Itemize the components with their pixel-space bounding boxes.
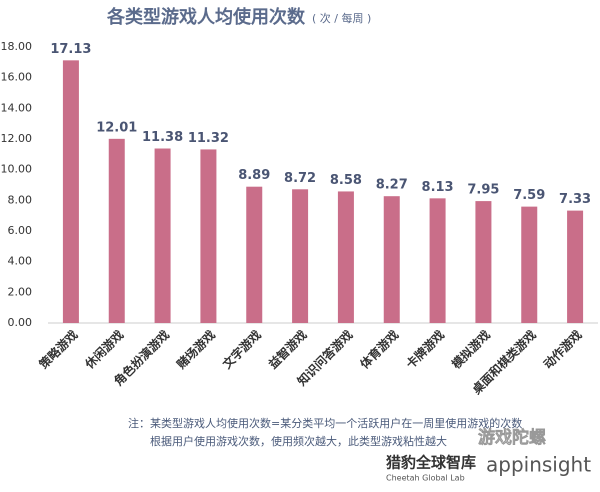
y-tick-label: 16.00: [1, 71, 33, 84]
bar: [292, 189, 309, 323]
y-tick-label: 10.00: [1, 163, 33, 176]
x-tick-label: 休闲游戏: [81, 327, 126, 372]
chart-title: 各类型游戏人均使用次数: [106, 6, 306, 28]
y-tick-label: 14.00: [1, 101, 33, 114]
y-tick-label: 4.00: [8, 255, 33, 268]
bar: [521, 206, 538, 323]
bar: [246, 186, 263, 323]
value-label: 8.27: [376, 178, 408, 193]
logo: 游戏陀螺: [478, 427, 546, 448]
value-label: 8.58: [330, 173, 362, 188]
bar: [200, 149, 217, 323]
value-label: 8.89: [238, 168, 270, 183]
bar: [567, 210, 584, 323]
y-tick-label: 6.00: [8, 224, 33, 237]
value-label: 7.33: [559, 192, 591, 207]
bar: [154, 148, 171, 323]
x-tick-label: 益智游戏: [265, 327, 310, 372]
value-label: 8.72: [284, 171, 316, 186]
bar: [337, 191, 354, 323]
bar: [62, 60, 79, 324]
y-tick-label: 8.00: [8, 193, 33, 206]
bar: [383, 196, 400, 323]
note: 根据用户使用游戏次数，使用频次越大，此类型游戏粘性越大: [150, 434, 447, 448]
value-label: 11.32: [188, 131, 229, 146]
value-label: 12.01: [96, 120, 137, 135]
logo: Cheetah Global Lab: [386, 474, 465, 483]
y-tick-label: 2.00: [8, 285, 33, 298]
bar: [475, 201, 492, 323]
y-tick-label: 12.00: [1, 132, 33, 145]
bar: [429, 198, 446, 323]
x-tick-label: 动作游戏: [540, 327, 585, 372]
value-label: 11.38: [142, 130, 183, 145]
value-label: 7.59: [513, 188, 545, 203]
y-tick-label: 18.00: [1, 40, 33, 53]
x-tick-label: 赌场游戏: [173, 327, 218, 372]
y-tick-label: 0.00: [8, 316, 33, 329]
x-tick-label: 策略游戏: [36, 327, 81, 372]
x-tick-label: 卡牌游戏: [403, 327, 448, 372]
x-tick-label: 文字游戏: [219, 327, 264, 372]
value-label: 7.95: [467, 183, 499, 198]
value-label: 8.13: [422, 180, 454, 195]
x-tick-label: 体育游戏: [357, 327, 402, 372]
note: 注：某类型游戏人均使用次数=某分类平均一个活跃用户在一周里使用游戏的次数: [128, 416, 522, 430]
logo: appinsight: [486, 453, 591, 477]
value-label: 17.13: [50, 42, 91, 57]
logo: 猎豹全球智库: [386, 454, 476, 472]
chart-subtitle: ( 次 / 每周 ): [312, 11, 371, 25]
bar: [108, 138, 125, 323]
x-tick-label: 模拟游戏: [448, 327, 493, 372]
